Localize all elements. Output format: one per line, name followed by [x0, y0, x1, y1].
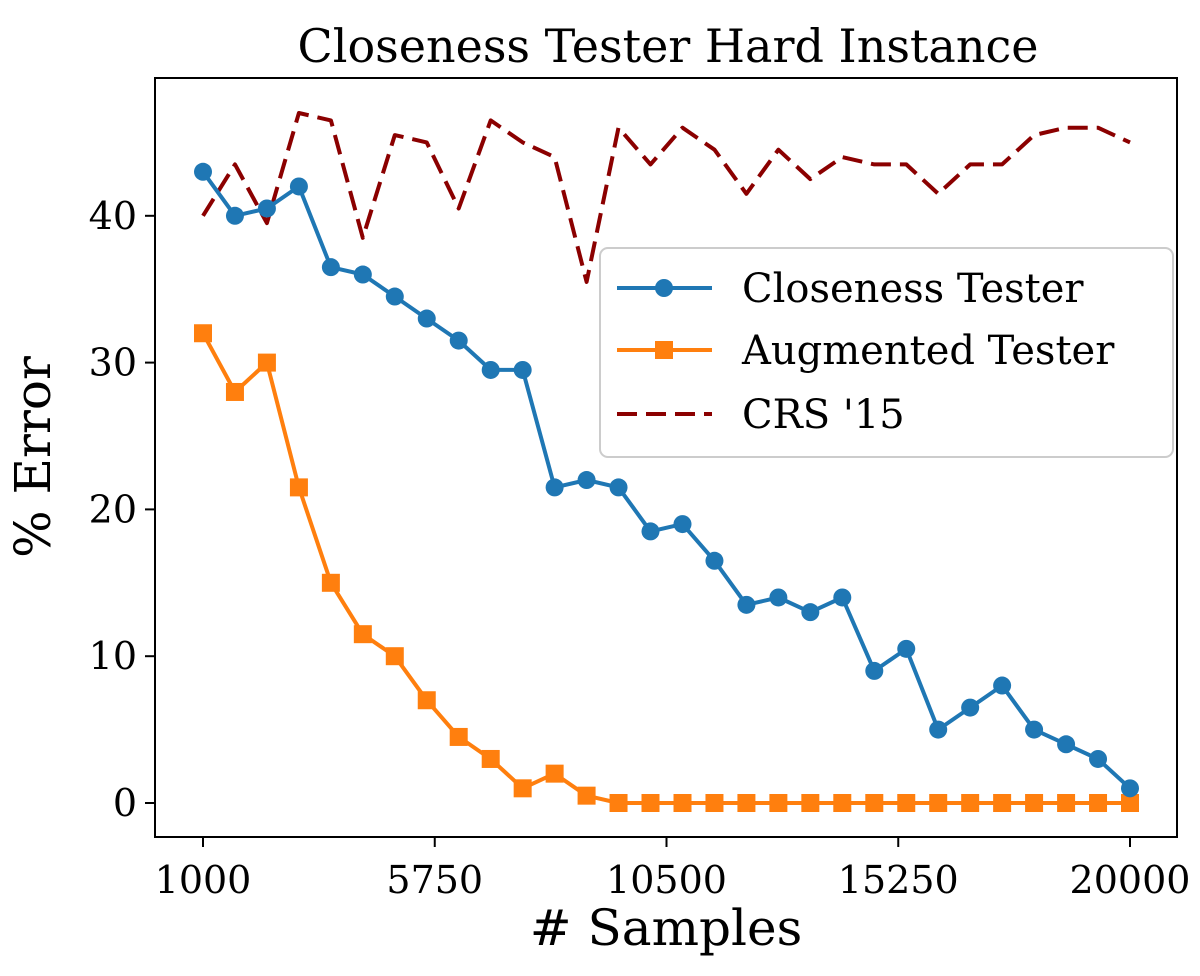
data-point	[545, 764, 564, 783]
series-crs-15	[201, 111, 1131, 284]
data-point	[1121, 794, 1139, 812]
x-tick-label: 10500	[606, 858, 727, 902]
data-point	[769, 588, 788, 607]
data-point	[865, 661, 884, 680]
data-point	[417, 309, 436, 328]
x-tick-label: 1000	[155, 858, 252, 902]
y-tick-label: 20	[89, 487, 137, 531]
data-point	[481, 360, 500, 379]
legend-entry: Closeness Tester	[617, 266, 1084, 312]
data-point	[769, 794, 788, 812]
legend-marker	[655, 341, 673, 359]
x-axis-title: # Samples	[530, 899, 803, 957]
data-point	[609, 478, 628, 497]
data-point	[993, 794, 1012, 812]
x-axis: 1000 5750 10500 15250 20000	[155, 837, 1191, 902]
data-point	[1089, 794, 1108, 812]
series-line-crs-15	[201, 111, 1131, 284]
data-point	[641, 522, 660, 541]
data-point	[1057, 794, 1076, 812]
data-point	[801, 603, 820, 622]
x-tick-label: 15250	[838, 858, 959, 902]
data-point	[1057, 735, 1076, 754]
data-point	[993, 676, 1012, 695]
data-point	[833, 794, 852, 812]
data-point	[545, 478, 564, 497]
y-tick-label: 30	[89, 341, 137, 385]
data-point	[353, 625, 372, 644]
data-point	[897, 639, 916, 658]
data-point	[737, 595, 756, 614]
x-tick-label: 5750	[386, 858, 483, 902]
y-tick-label: 0	[113, 781, 137, 825]
legend-entry: CRS '15	[617, 392, 905, 438]
data-point	[673, 515, 692, 534]
data-point	[289, 177, 308, 196]
data-point	[225, 206, 244, 225]
data-point	[385, 287, 404, 306]
data-point	[929, 794, 948, 812]
legend-label: Augmented Tester	[741, 328, 1115, 374]
legend-label: Closeness Tester	[742, 266, 1084, 312]
legend-marker	[655, 279, 673, 297]
data-point	[705, 794, 724, 812]
data-point	[1025, 794, 1044, 812]
data-point	[194, 324, 212, 343]
data-point	[321, 573, 340, 592]
data-point	[225, 382, 244, 401]
data-point	[705, 551, 724, 570]
data-point	[417, 691, 436, 710]
y-axis: 0 10 20 30 40	[89, 194, 155, 825]
data-point	[481, 749, 500, 768]
data-point	[257, 353, 276, 372]
y-axis-title: % Error	[4, 356, 62, 558]
data-point	[321, 258, 340, 277]
data-point	[897, 794, 916, 812]
x-tick-label: 20000	[1070, 858, 1191, 902]
data-point	[513, 360, 532, 379]
data-point	[1025, 720, 1044, 739]
series-closeness-tester	[194, 162, 1139, 798]
y-tick-label: 10	[89, 634, 137, 678]
data-point	[1121, 779, 1139, 798]
series-layer	[194, 111, 1139, 812]
data-point	[353, 265, 372, 284]
legend-box	[599, 247, 1174, 458]
data-point	[194, 162, 212, 181]
y-tick-label: 40	[89, 194, 137, 238]
data-point	[1089, 749, 1108, 768]
data-point	[801, 794, 820, 812]
data-point	[449, 331, 468, 350]
data-point	[673, 794, 692, 812]
legend-label: CRS '15	[742, 392, 905, 438]
legend: Closeness Tester Augmented Tester CRS '15	[599, 247, 1174, 458]
data-point	[961, 698, 980, 717]
data-point	[577, 786, 596, 805]
data-point	[449, 727, 468, 746]
data-point	[865, 794, 884, 812]
data-point	[961, 794, 980, 812]
series-augmented-tester	[194, 324, 1139, 812]
data-point	[289, 478, 308, 497]
data-point	[385, 647, 404, 666]
data-point	[833, 588, 852, 607]
data-point	[609, 794, 628, 812]
data-point	[513, 779, 532, 798]
chart-title: Closeness Tester Hard Instance	[298, 19, 1039, 73]
data-point	[641, 794, 660, 812]
data-point	[929, 720, 948, 739]
data-point	[737, 794, 756, 812]
data-point	[257, 199, 276, 218]
data-point	[577, 471, 596, 490]
legend-entry: Augmented Tester	[617, 328, 1115, 374]
